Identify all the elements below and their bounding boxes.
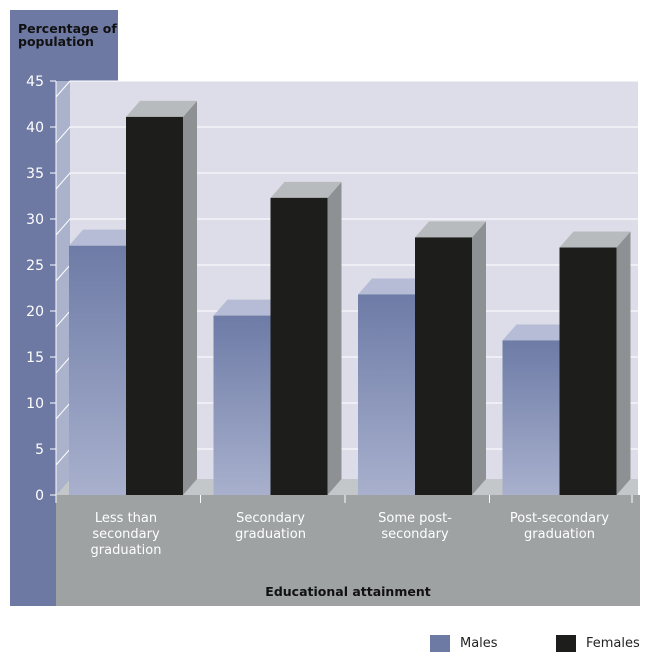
y-tick-label: 45: [26, 74, 44, 90]
bar-front-females-4: [559, 247, 617, 495]
legend-swatch-females: [556, 634, 576, 652]
y-tick-label: 20: [26, 304, 44, 320]
x-tick-label: Secondary graduation: [235, 511, 306, 542]
bar-top-females-2: [270, 181, 342, 198]
y-tick-label: 5: [35, 442, 44, 458]
bar-front-males-2: [213, 315, 271, 495]
bar-females-3: [415, 221, 486, 495]
y-tick-label: 0: [35, 488, 44, 504]
bar-females-1: [126, 100, 197, 495]
gridline: [55, 218, 638, 236]
bar-front-males-4: [502, 340, 560, 495]
y-tick-label: 35: [26, 166, 44, 182]
bar-front-males-3: [358, 294, 415, 495]
y-tick-label: 15: [26, 350, 44, 366]
bar-side-females-2: [327, 181, 342, 495]
x-axis-band: [56, 495, 640, 606]
legend-swatch-males: [430, 634, 450, 652]
legend-item-males: Males: [430, 634, 498, 652]
legend-label-females: Females: [586, 635, 640, 651]
bar-side-females-1: [183, 100, 197, 495]
y-tick-label: 40: [26, 120, 44, 136]
x-axis-title: Educational attainment: [265, 584, 431, 599]
y-tick-label: 25: [26, 258, 44, 274]
gridline: [55, 126, 638, 144]
bar-top-males-3: [358, 278, 429, 295]
legend-item-females: Females: [556, 634, 640, 652]
x-tick-label: Less than secondary graduation: [91, 511, 162, 558]
gridline: [55, 80, 638, 98]
x-tick-label: Some post-secondary: [378, 511, 452, 542]
plot-floor: [56, 479, 638, 495]
bar-side-females-3: [472, 221, 486, 495]
bar-females-2: [270, 181, 342, 495]
bar-top-females-1: [126, 100, 197, 117]
bar-top-males-1: [69, 229, 140, 246]
bar-females-4: [559, 231, 631, 495]
bar-front-females-2: [270, 197, 328, 495]
bar-top-males-4: [502, 324, 574, 341]
legend-label-males: Males: [460, 635, 498, 651]
bar-front-females-1: [126, 116, 183, 495]
gridline: [55, 172, 638, 190]
x-tick-label: Post-secondary graduation: [510, 511, 610, 542]
side-wall: [56, 81, 70, 495]
y-tick-label: 30: [26, 212, 44, 228]
bar-top-females-3: [415, 221, 486, 238]
x-axis-ticks: Less than secondary graduation Secondary gra…: [55, 495, 633, 558]
bars: [69, 100, 631, 495]
bar-side-females-4: [616, 231, 631, 495]
bar-top-females-4: [559, 231, 631, 248]
bar-top-males-2: [213, 299, 285, 316]
y-axis-ticks: 0 5 10 15 20 25 30 35 40 45: [26, 74, 57, 504]
y-axis-title: Percentage of population: [18, 21, 117, 49]
bar-front-males-1: [69, 245, 126, 495]
y-tick-label: 10: [26, 396, 44, 412]
bar-front-females-3: [415, 237, 472, 495]
